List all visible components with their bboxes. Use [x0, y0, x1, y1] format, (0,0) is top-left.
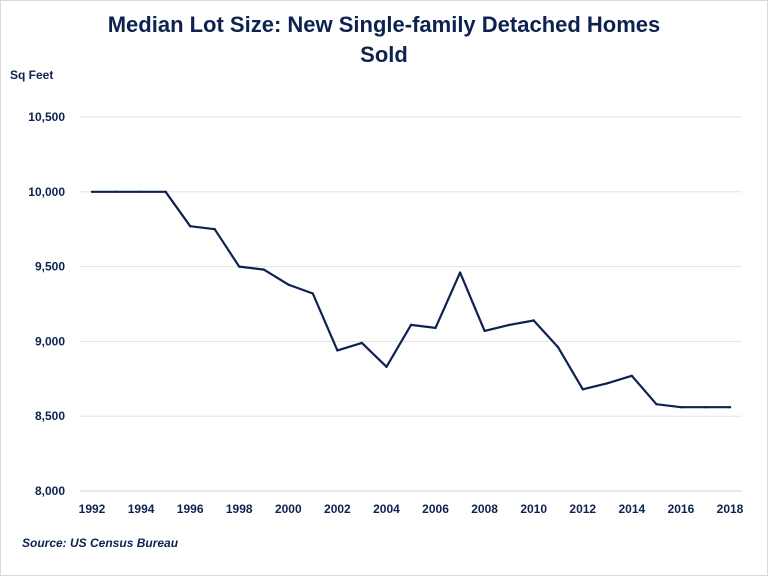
data-point: [728, 406, 732, 409]
y-axis-label: Sq Feet: [10, 68, 54, 82]
x-tick-label: 2008: [471, 502, 498, 516]
x-axis-ticks: 1992 1994 1996 1998 2000 2002 2004 2006 2008 2010…: [79, 502, 744, 516]
data-point: [483, 329, 486, 333]
source-note: Source: US Census Bureau: [22, 536, 179, 550]
data-point: [409, 323, 413, 327]
y-tick-label: 8,000: [35, 484, 65, 498]
y-tick-label: 10,000: [28, 185, 65, 199]
y-axis-ticks: 8,000 8,500 9,000 9,500 10,000 10,500: [28, 110, 65, 498]
data-point: [679, 406, 683, 409]
data-point: [557, 346, 560, 349]
chart-title-line-2: Sold: [360, 42, 408, 67]
data-point: [115, 190, 118, 193]
x-tick-label: 1992: [79, 502, 106, 516]
data-point: [188, 225, 192, 228]
data-point: [581, 388, 584, 391]
y-tick-label: 8,500: [35, 409, 65, 423]
x-tick-label: 2014: [618, 502, 645, 516]
data-point: [262, 268, 265, 271]
data-point: [655, 403, 658, 406]
x-tick-label: 2000: [275, 502, 302, 516]
data-point: [311, 292, 315, 295]
data-point: [238, 265, 241, 268]
x-tick-label: 2004: [373, 502, 400, 516]
gridlines: [80, 116, 742, 492]
data-point: [606, 382, 609, 385]
x-tick-label: 2006: [422, 502, 449, 516]
data-point: [385, 365, 388, 369]
x-tick-label: 2010: [520, 502, 547, 516]
x-tick-label: 2012: [569, 502, 596, 516]
data-point: [336, 349, 339, 352]
data-point: [630, 374, 634, 378]
x-tick-label: 1998: [226, 502, 253, 516]
data-point: [458, 271, 462, 274]
data-point: [532, 319, 535, 322]
y-tick-label: 10,500: [28, 110, 65, 124]
data-point: [90, 190, 94, 193]
data-point: [704, 406, 707, 409]
data-point: [213, 228, 216, 231]
x-tick-label: 1994: [128, 502, 155, 516]
y-tick-label: 9,000: [35, 334, 65, 348]
chart-title: Median Lot Size: New Single-family Detac…: [0, 10, 768, 70]
data-point: [287, 283, 290, 286]
data-point: [164, 190, 167, 193]
x-tick-label: 2016: [668, 502, 695, 516]
data-point: [434, 326, 437, 330]
data-point: [360, 341, 364, 345]
y-tick-label: 9,500: [35, 260, 65, 274]
series-group: [90, 190, 732, 409]
x-tick-label: 2002: [324, 502, 351, 516]
data-point: [507, 323, 511, 327]
data-point: [139, 190, 143, 193]
chart-title-line-1: Median Lot Size: New Single-family Detac…: [107, 12, 661, 37]
series-line: [92, 190, 730, 409]
x-tick-label: 1996: [177, 502, 204, 516]
x-tick-label: 2018: [717, 502, 744, 516]
